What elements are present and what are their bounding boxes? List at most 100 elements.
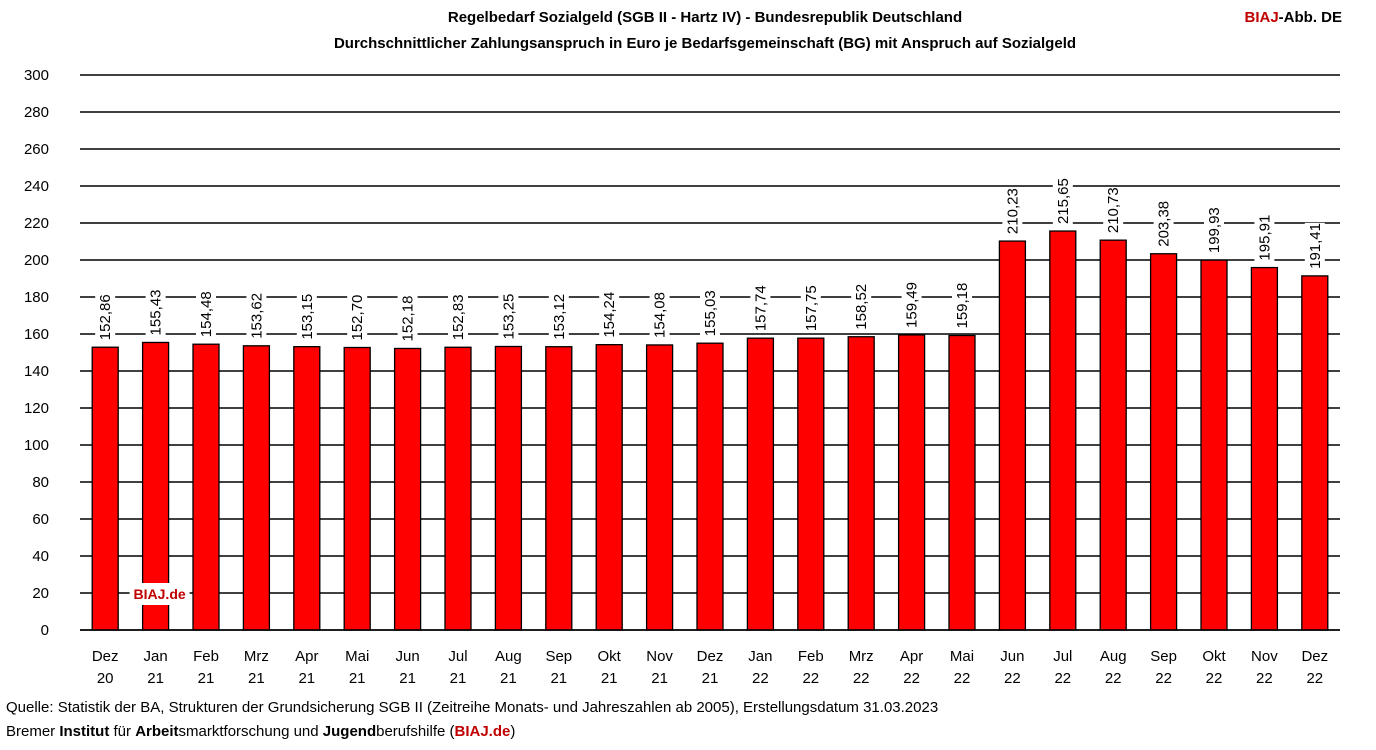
data-label: 157,74 [752, 285, 769, 331]
data-label: 154,48 [198, 291, 215, 337]
bar [1250, 266, 1279, 631]
data-label: 155,03 [702, 290, 719, 336]
x-tick-label-month: Dez [697, 648, 724, 665]
bar [141, 341, 170, 631]
data-label-group: 153,12 [548, 293, 569, 341]
data-label-bg [800, 285, 821, 333]
x-tick-label-year: 21 [450, 670, 467, 687]
y-tick-label: 300 [24, 67, 49, 84]
x-tick-label-month: Apr [900, 648, 923, 665]
x-tick-label-year: 21 [651, 670, 668, 687]
bar [797, 337, 825, 631]
data-label-bg [750, 285, 771, 333]
bar [444, 346, 472, 631]
y-tick-label: 280 [24, 104, 49, 121]
bar [897, 334, 926, 631]
x-tick-label-month: Mrz [244, 648, 269, 665]
bar [343, 346, 371, 631]
x-tick-label-year: 20 [97, 670, 114, 687]
x-tick-label-month: Mai [950, 648, 974, 665]
data-label-group: 157,74 [750, 285, 771, 333]
data-label-bg [599, 291, 620, 339]
x-tick-label-month: Nov [1251, 648, 1278, 665]
x-tick-label-year: 22 [1306, 670, 1323, 687]
x-tick-label-year: 22 [802, 670, 819, 687]
data-label-bg [296, 293, 317, 341]
x-tick-label-year: 21 [399, 670, 416, 687]
bar [847, 336, 875, 631]
bar [1049, 230, 1077, 631]
watermark-bg [129, 583, 190, 605]
data-label: 199,93 [1206, 207, 1223, 253]
y-tick-label: 80 [32, 474, 49, 491]
data-label: 159,18 [954, 283, 971, 329]
data-label-bg [1254, 214, 1275, 262]
data-label-group: 152,18 [397, 295, 418, 343]
x-tick-label-year: 21 [601, 670, 618, 687]
x-tick-label-year: 21 [248, 670, 265, 687]
y-tick-label: 120 [24, 400, 49, 417]
x-tick-label-month: Mai [345, 648, 369, 665]
data-label-group: 154,48 [196, 291, 216, 339]
bar [948, 334, 976, 631]
bar [192, 343, 220, 631]
chart-title: Regelbedarf Sozialgeld (SGB II - Hartz I… [447, 9, 963, 26]
y-tick-label: 220 [24, 215, 49, 232]
y-tick-label: 200 [24, 252, 49, 269]
x-tick-label-month: Jul [1053, 648, 1072, 665]
bar [293, 346, 321, 631]
institute-note-part: Bremer [6, 723, 60, 740]
data-label-bg [649, 291, 670, 339]
x-tick-label-year: 22 [1054, 670, 1071, 687]
x-tick-label-year: 22 [853, 670, 870, 687]
bar [545, 346, 573, 631]
bar [1301, 275, 1329, 631]
chart-subtitle: Durchschnittlicher Zahlungsanspruch in E… [333, 35, 1077, 52]
data-label-bg [1204, 207, 1224, 255]
x-tick-label-month: Okt [1202, 648, 1226, 665]
data-label: 210,23 [1004, 188, 1021, 234]
institute-note-part: ) [510, 723, 516, 740]
data-label: 154,08 [652, 292, 669, 338]
brand-red: BIAJ [1244, 9, 1279, 26]
data-label-bg [700, 290, 720, 338]
data-label-bg [1153, 200, 1174, 248]
institute-note-part: Institut [59, 723, 110, 740]
data-label: 152,86 [97, 294, 114, 340]
data-label-group: 153,15 [296, 293, 317, 341]
data-label-group: 210,23 [1002, 188, 1023, 236]
bar [998, 240, 1027, 631]
data-label-bg [952, 282, 972, 330]
x-tick-label-month: Jun [1000, 648, 1024, 665]
data-label-bg [851, 283, 872, 331]
watermark-label: BIAJ.de [134, 586, 186, 602]
x-tick-label-year: 22 [954, 670, 971, 687]
bar [696, 342, 724, 631]
data-label-group: 155,43 [145, 289, 166, 337]
data-label-bg [196, 291, 216, 339]
institute-note: Bremer Institut für Arbeitsmarktforschun… [6, 723, 515, 740]
x-tick-label-month: Apr [295, 648, 318, 665]
x-tick-label-month: Jul [448, 648, 467, 665]
x-tick-label-year: 21 [702, 670, 719, 687]
x-tick-label-year: 22 [903, 670, 920, 687]
x-tick-label-month: Jan [748, 648, 772, 665]
bar [91, 346, 119, 631]
data-label: 153,25 [500, 294, 517, 340]
y-tick-label: 60 [32, 511, 49, 528]
data-label-group: 153,62 [246, 292, 267, 340]
data-label-group: 195,91 [1254, 214, 1275, 262]
x-tick-label-year: 21 [550, 670, 567, 687]
data-label: 152,83 [450, 294, 467, 340]
bar [595, 344, 623, 631]
data-label: 195,91 [1256, 215, 1273, 261]
bar [645, 344, 674, 631]
bar [494, 345, 523, 631]
x-tick-label-year: 21 [349, 670, 366, 687]
data-label: 153,62 [248, 293, 265, 339]
data-label-bg [901, 281, 922, 329]
x-tick-label-month: Dez [92, 648, 119, 665]
data-label-group: 215,65 [1052, 178, 1073, 226]
data-label: 203,38 [1156, 201, 1173, 247]
y-tick-label: 160 [24, 326, 49, 343]
